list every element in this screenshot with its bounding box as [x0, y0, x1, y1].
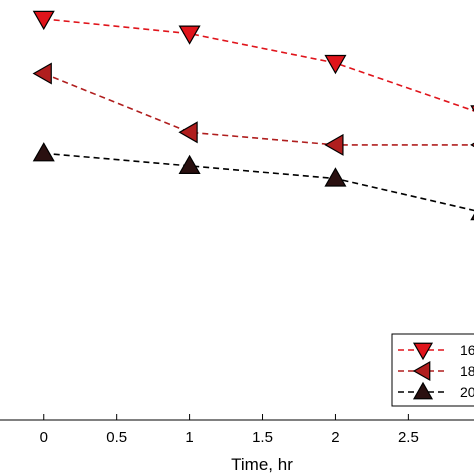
data-point — [470, 142, 474, 148]
x-tick-label: 0.5 — [106, 429, 127, 446]
series-line — [43, 72, 474, 146]
data-point — [32, 10, 55, 31]
data-point — [324, 167, 347, 187]
legend-marker — [412, 342, 434, 361]
series-line — [43, 18, 474, 112]
legend-box — [391, 333, 474, 407]
legend-marker — [412, 360, 431, 382]
data-point — [178, 25, 201, 45]
x-axis-label: Time, hr — [231, 455, 293, 474]
series-line — [43, 152, 474, 212]
legend-label: 20 — [460, 384, 474, 400]
legend-label: 18 — [460, 363, 474, 379]
x-tick-label: 2.5 — [398, 429, 419, 446]
legend-label: 16 — [460, 342, 474, 358]
data-point — [324, 54, 347, 75]
data-point — [324, 133, 344, 156]
series-layer — [32, 10, 474, 221]
x-tick-label: 0 — [40, 429, 48, 446]
data-point — [470, 105, 474, 112]
data-point — [32, 62, 52, 85]
legend: 16 18 20 — [391, 333, 474, 407]
x-tick-label: 1 — [185, 429, 193, 446]
data-point — [470, 213, 474, 221]
legend-marker — [412, 381, 434, 400]
x-tick-label: 1.5 — [252, 429, 273, 446]
series-20 — [32, 142, 474, 221]
series-16 — [32, 10, 474, 112]
axes: 0 0.5 1 1.5 2 2.5 — [0, 414, 474, 446]
data-point — [178, 121, 198, 144]
data-point — [32, 142, 55, 162]
x-tick-label: 2 — [331, 429, 339, 446]
data-point — [178, 154, 201, 174]
series-18 — [32, 62, 474, 156]
